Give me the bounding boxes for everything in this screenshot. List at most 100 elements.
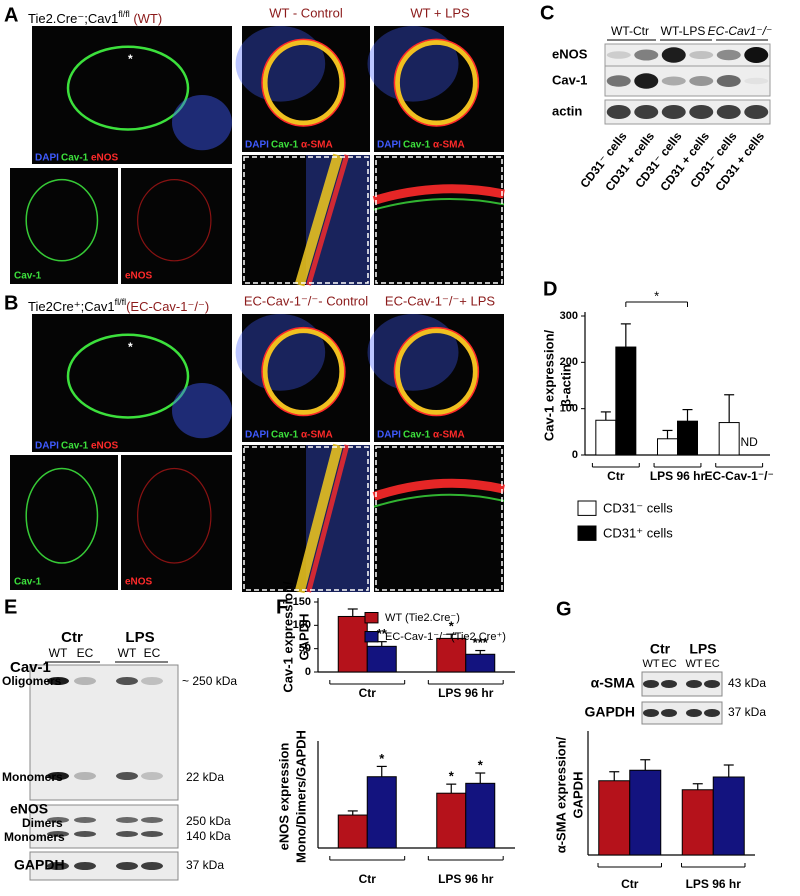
x-tick-label: Ctr	[359, 686, 377, 700]
bar	[615, 346, 637, 456]
value-label: ND	[740, 435, 758, 449]
error-bar	[724, 394, 735, 423]
label: GAPDH	[14, 857, 65, 873]
x-tick-label: LPS 96 hr	[438, 686, 494, 700]
vessel-outline	[393, 38, 480, 127]
bar	[436, 637, 467, 673]
micrograph	[121, 168, 232, 284]
bar	[681, 789, 714, 856]
label: DAPI	[35, 153, 59, 164]
label: DAPI	[245, 140, 269, 151]
label: 37 kDa	[186, 858, 224, 872]
error-bar	[446, 783, 457, 794]
y-tick-label: 0	[572, 449, 578, 461]
vessel-outline	[262, 328, 345, 416]
blot-band	[74, 772, 96, 780]
lane-label: WT	[642, 658, 659, 670]
error-bar	[475, 772, 486, 784]
blot-band	[606, 75, 631, 87]
blot-band	[47, 862, 69, 870]
label: Cav-1	[61, 153, 89, 164]
lane-label: EC	[144, 646, 161, 660]
panel-letter: A	[4, 4, 18, 26]
panel-letter: G	[556, 598, 572, 620]
label: 250 kDa	[186, 814, 231, 828]
blot-band	[141, 677, 163, 685]
column-title: EC-Cav-1⁻/⁻- Control	[244, 293, 368, 308]
label: Cav-1	[403, 430, 431, 441]
blot-band	[47, 817, 69, 823]
significance: *	[449, 769, 455, 784]
bar	[337, 814, 368, 849]
blot-band	[643, 709, 659, 717]
label: Cav-1	[403, 140, 431, 151]
panel-letter: E	[4, 596, 17, 618]
micrograph	[372, 445, 505, 592]
vessel-outline	[262, 39, 345, 126]
label: eNOS	[91, 153, 119, 164]
label: DAPI	[377, 140, 401, 151]
blot-row-label: Cav-1	[552, 72, 587, 87]
blot-band	[744, 77, 769, 85]
blot-band	[141, 831, 163, 837]
micrograph-bg	[32, 26, 232, 164]
label: eNOS	[91, 441, 119, 452]
blot-band	[689, 51, 714, 59]
vessel-outline	[394, 328, 478, 416]
blot-band	[606, 51, 631, 59]
y-tick-label: 50	[299, 643, 311, 655]
label: eNOS	[125, 577, 153, 588]
blot-row-label: GAPDH	[584, 704, 635, 720]
label: Cav-1	[271, 430, 299, 441]
vessel-wall	[372, 184, 505, 205]
micrograph	[10, 168, 118, 284]
lane-label: EC	[77, 646, 94, 660]
micrograph-bg	[32, 314, 232, 452]
label: Ctr	[650, 641, 671, 657]
micrograph	[372, 155, 505, 285]
dapi-haze	[235, 26, 326, 102]
zoom-frame	[243, 446, 369, 591]
legend-label: EC-Cav-1⁻/⁻ (Tie2.Cre⁺)	[385, 631, 506, 643]
micrograph	[367, 314, 504, 442]
legend-label: CD31⁻ cells	[603, 500, 673, 515]
blot-strip	[29, 804, 179, 849]
x-tick-label: LPS 96 hr	[438, 872, 494, 886]
vessel-outline	[261, 326, 346, 417]
panel-letter: D	[543, 278, 557, 300]
micrograph	[32, 314, 232, 452]
lane-label: EC	[661, 658, 676, 670]
blot-band	[116, 831, 138, 837]
blot-strip	[604, 65, 771, 97]
micrograph	[10, 455, 118, 590]
dapi-haze	[235, 314, 326, 391]
bar	[629, 769, 662, 856]
blot-band	[47, 831, 69, 837]
dapi-haze	[172, 95, 232, 151]
x-tick-label: Ctr	[359, 872, 377, 886]
y-tick-label: 300	[560, 310, 578, 322]
zoom-frame	[243, 156, 369, 284]
blot-band	[689, 76, 714, 86]
panel-letter: B	[4, 292, 18, 314]
y-axis-label: α-SMA expression/	[553, 736, 568, 853]
bar	[677, 420, 698, 456]
blot-band	[716, 105, 741, 119]
y-tick-label: 200	[560, 356, 578, 368]
significance: ***	[473, 635, 489, 650]
micrograph	[121, 455, 232, 590]
error-bar	[475, 649, 486, 655]
bar	[366, 776, 397, 849]
bar	[598, 780, 631, 856]
bar	[465, 653, 496, 673]
label: Monomers	[4, 830, 65, 844]
bar	[712, 776, 745, 856]
blot-row-label: α-SMA	[591, 675, 635, 691]
legend-swatch	[577, 500, 597, 516]
label: LPS	[689, 641, 716, 657]
label: α-SMA	[301, 140, 333, 151]
vessel-wall	[294, 153, 343, 287]
label: Ctr	[61, 629, 83, 646]
title-part: (WT)	[130, 11, 162, 26]
